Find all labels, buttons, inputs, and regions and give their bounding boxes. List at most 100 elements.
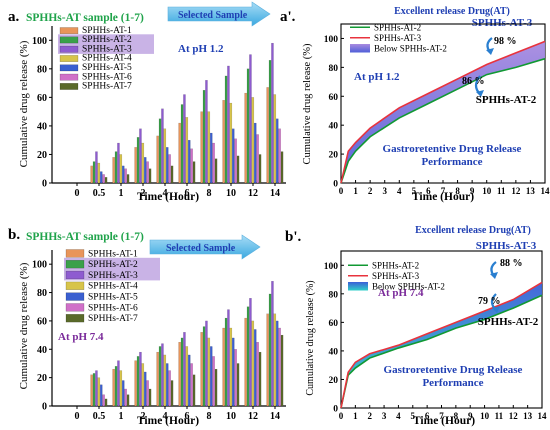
- x-tick-label: 14: [270, 188, 280, 199]
- bar: [232, 128, 235, 184]
- x-tick-label: 4: [397, 186, 402, 196]
- x-tick-label: 8: [207, 411, 212, 422]
- y-tick-label: 20: [329, 151, 339, 161]
- condition-label-b-prime: At pH 7.4: [378, 287, 424, 299]
- bar: [224, 317, 228, 407]
- label-bottom-a-prime: SPHHs-AT-2: [476, 94, 537, 106]
- performance-title-2-a-prime: Performance: [421, 156, 482, 168]
- x-tick-label: 8: [207, 188, 212, 199]
- bar: [170, 380, 174, 407]
- bar: [254, 329, 257, 407]
- condition-label-a-prime: At pH 1.2: [354, 71, 400, 83]
- legend-entry: Below SPHHs-AT-2: [374, 44, 447, 54]
- bar: [202, 326, 206, 407]
- x-tick-label: 6: [185, 411, 190, 422]
- bar: [156, 351, 159, 407]
- bar: [249, 298, 252, 407]
- bar: [280, 151, 284, 184]
- x-tick-label: 12: [511, 186, 521, 196]
- bar: [166, 147, 169, 184]
- xlabel-b: Time (Hour): [137, 415, 199, 427]
- bar: [258, 351, 262, 407]
- legend-entry: SPHHs-AT-6: [88, 303, 138, 313]
- bar: [97, 162, 101, 184]
- bar: [163, 128, 167, 184]
- x-tick-label: 14: [538, 411, 548, 421]
- bar: [190, 363, 193, 407]
- bar: [227, 65, 230, 184]
- xlabel-a-prime: Time (Hour): [412, 191, 474, 203]
- bar: [246, 68, 250, 184]
- panel-label-a-prime: a'.: [280, 9, 296, 25]
- legend-entry: SPHHs-AT-7: [88, 314, 138, 324]
- x-tick-label: 0.5: [93, 188, 106, 199]
- bar: [146, 380, 149, 407]
- bar: [271, 281, 274, 407]
- y-tick-label: 0: [333, 180, 338, 190]
- bar: [112, 157, 115, 184]
- bar: [200, 332, 203, 407]
- bar: [139, 128, 142, 184]
- bar: [188, 354, 191, 407]
- y-tick-label: 40: [37, 121, 47, 132]
- legend-swatch: [350, 44, 370, 53]
- bar: [100, 384, 103, 407]
- bars-a: [90, 42, 284, 184]
- bar: [249, 54, 252, 184]
- label-bottom-b-prime: SPHHs-AT-2: [478, 316, 539, 328]
- y-tick-label: 100: [324, 262, 339, 272]
- x-tick-label: 1: [119, 188, 124, 199]
- legend-entry: Below SPHHs-AT-2: [372, 282, 445, 292]
- bar: [185, 346, 189, 407]
- bar: [278, 128, 281, 184]
- bar: [122, 380, 125, 407]
- x-tick-label: 5: [411, 411, 416, 421]
- bar: [236, 155, 240, 184]
- performance-title-2-b-prime: Performance: [422, 377, 483, 389]
- ylabel-a-prime: Cumulative drug release (%): [302, 43, 313, 164]
- bar: [244, 317, 247, 407]
- bar: [104, 398, 108, 407]
- bar: [190, 148, 193, 184]
- bar: [124, 168, 127, 184]
- panel-label-a: a.: [8, 9, 20, 25]
- bar: [229, 327, 233, 407]
- bar: [104, 177, 108, 184]
- panel-a-prime: a'. Excellent release Drug(AT) SPHHs-AT-…: [280, 6, 550, 203]
- x-tick-label: 6: [426, 186, 431, 196]
- bar: [268, 293, 272, 407]
- legend-entry: SPHHs-AT-1: [82, 26, 132, 36]
- y-tick-label: 80: [37, 288, 47, 299]
- legend-entry: SPHHs-AT-2: [82, 35, 132, 45]
- bar: [205, 80, 208, 184]
- selected-sample-label-a: Selected Sample: [178, 10, 248, 21]
- bar: [144, 371, 147, 407]
- top-title-b-prime: Excellent release Drug(AT): [415, 225, 531, 236]
- line-series-at3: [340, 281, 543, 409]
- x-tick-label: 12: [248, 411, 258, 422]
- x-tick-label: 14: [270, 411, 280, 422]
- bar: [95, 151, 98, 184]
- x-tick-label: 11: [495, 411, 504, 421]
- bar: [254, 122, 257, 184]
- label-top-b-prime: SPHHs-AT-3: [476, 240, 537, 252]
- legend-b: SPHHs-AT-1SPHHs-AT-2SPHHs-AT-3SPHHs-AT-4…: [64, 249, 160, 324]
- legend-swatch: [65, 303, 85, 312]
- pct-bottom-a-prime: 86 %: [462, 76, 485, 87]
- legend-swatch: [59, 27, 79, 35]
- x-tick-label: 10: [480, 411, 490, 421]
- bars-b: [90, 281, 284, 407]
- pct-top-b-prime: 88 %: [500, 258, 523, 269]
- pct-bottom-b-prime: 79 %: [478, 296, 501, 307]
- bar: [122, 165, 125, 184]
- bar: [214, 368, 218, 407]
- bar: [192, 374, 196, 407]
- legend-highlight: [58, 34, 154, 54]
- legend-swatch: [65, 281, 85, 290]
- x-tick-label: 4: [163, 411, 168, 422]
- bar: [210, 346, 213, 407]
- bar: [271, 42, 274, 184]
- bar: [126, 174, 130, 184]
- bar: [170, 165, 174, 184]
